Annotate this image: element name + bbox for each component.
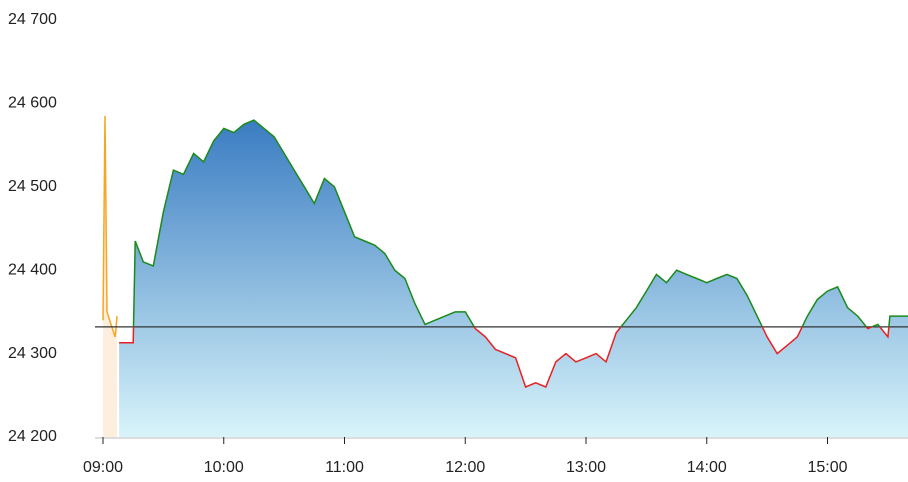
y-tick-label: 24 600 <box>8 95 57 112</box>
y-tick-label: 24 700 <box>8 11 57 28</box>
preopen-line <box>102 115 118 338</box>
preopen-area <box>103 115 118 438</box>
price-line-up <box>132 119 908 327</box>
x-tick-label: 09:00 <box>83 459 123 476</box>
x-tick-label: 12:00 <box>445 459 485 476</box>
x-tick-label: 14:00 <box>687 459 727 476</box>
price-line-down <box>119 326 890 388</box>
y-tick-label: 24 500 <box>8 178 57 195</box>
x-tick-label: 13:00 <box>566 459 606 476</box>
x-tick-label: 11:00 <box>325 459 364 476</box>
x-tick-label: 15:00 <box>807 459 847 476</box>
y-tick-label: 24 200 <box>8 428 57 445</box>
y-tick-label: 24 300 <box>8 345 57 362</box>
y-tick-label: 24 400 <box>8 261 57 278</box>
x-tick-label: 10:00 <box>204 459 244 476</box>
price-area <box>119 120 908 437</box>
